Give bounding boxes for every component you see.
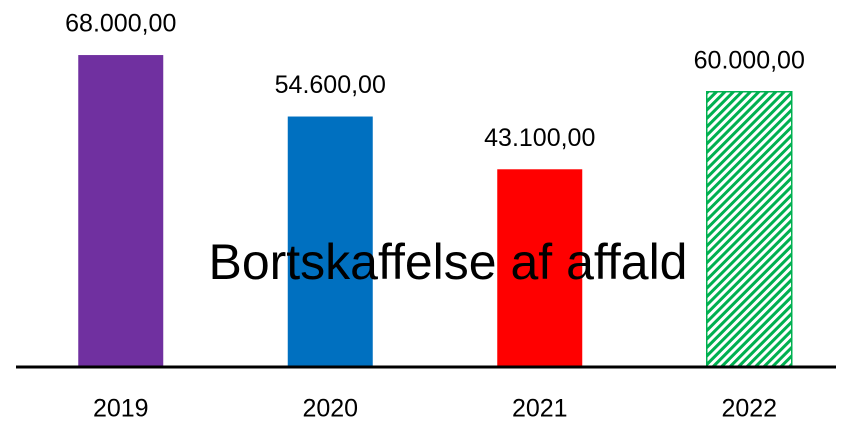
x-tick-label: 2021 [512, 395, 568, 422]
value-label: 54.600,00 [275, 71, 386, 99]
x-tick-label: 2022 [721, 395, 777, 422]
bar [78, 55, 164, 368]
value-label: 60.000,00 [694, 46, 805, 74]
x-tick-label: 2020 [302, 395, 358, 422]
bar [287, 116, 373, 368]
value-label: 43.100,00 [484, 124, 595, 152]
value-label: 68.000,00 [65, 10, 176, 38]
bar [706, 91, 793, 368]
chart-title: Bortskaffelse af affald [208, 234, 687, 290]
bar [497, 169, 583, 367]
x-tick-label: 2019 [93, 395, 149, 422]
